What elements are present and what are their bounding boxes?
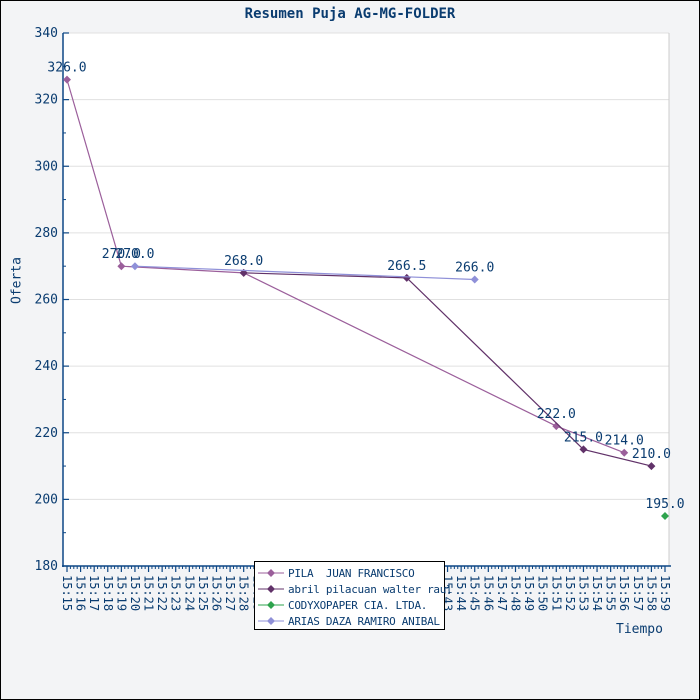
svg-text:15:22: 15:22	[155, 575, 169, 611]
svg-text:180: 180	[35, 559, 58, 574]
svg-text:15:28: 15:28	[237, 575, 251, 611]
svg-text:15:19: 15:19	[114, 575, 128, 611]
svg-text:266.0: 266.0	[455, 261, 494, 276]
svg-text:15:26: 15:26	[210, 575, 224, 611]
svg-text:15:59: 15:59	[658, 575, 672, 611]
series-marker-icon	[258, 601, 284, 609]
series-marker-icon	[258, 617, 284, 625]
svg-text:15:23: 15:23	[169, 575, 183, 611]
y-axis-title: Oferta	[9, 257, 25, 304]
svg-text:15:45: 15:45	[468, 575, 482, 611]
svg-text:15:50: 15:50	[536, 575, 550, 611]
svg-text:280: 280	[35, 226, 58, 241]
svg-text:15:16: 15:16	[74, 575, 88, 611]
svg-text:195.0: 195.0	[645, 497, 684, 512]
svg-text:15:20: 15:20	[128, 575, 142, 611]
svg-text:266.5: 266.5	[387, 259, 426, 274]
svg-text:15:52: 15:52	[563, 575, 577, 611]
svg-text:270.0: 270.0	[115, 247, 154, 262]
legend-item-label: abril pilacuan walter raul	[288, 582, 453, 596]
svg-text:15:55: 15:55	[604, 575, 618, 611]
x-axis-title: Tiempo	[616, 622, 663, 637]
svg-text:320: 320	[35, 93, 58, 108]
svg-text:15:51: 15:51	[549, 575, 563, 611]
series-marker-icon	[258, 585, 284, 593]
svg-text:15:46: 15:46	[481, 575, 495, 611]
svg-text:15:57: 15:57	[631, 575, 645, 611]
svg-text:240: 240	[35, 359, 58, 374]
svg-text:214.0: 214.0	[605, 434, 644, 449]
svg-text:340: 340	[35, 26, 58, 41]
svg-text:15:48: 15:48	[509, 575, 523, 611]
legend-item: ARIAS DAZA RAMIRO ANIBAL	[255, 613, 444, 629]
svg-text:15:17: 15:17	[87, 575, 101, 611]
svg-text:15:15: 15:15	[60, 575, 74, 611]
svg-text:15:27: 15:27	[223, 575, 237, 611]
svg-text:220: 220	[35, 426, 58, 441]
svg-text:326.0: 326.0	[47, 61, 86, 76]
legend-item-label: PILA JUAN FRANCISCO	[288, 566, 415, 580]
svg-text:15:58: 15:58	[644, 575, 658, 611]
svg-text:270.0: 270.0	[102, 247, 141, 262]
svg-text:15:53: 15:53	[576, 575, 590, 611]
svg-text:215.0: 215.0	[564, 430, 603, 445]
svg-text:15:49: 15:49	[522, 575, 536, 611]
legend-item: abril pilacuan walter raul	[255, 581, 453, 597]
series-marker-icon	[258, 569, 284, 577]
svg-text:15:56: 15:56	[617, 575, 631, 611]
legend-item-label: ARIAS DAZA RAMIRO ANIBAL	[288, 614, 440, 628]
svg-text:300: 300	[35, 159, 58, 174]
legend-item: CODYXOPAPER CIA. LTDA.	[255, 597, 444, 613]
chart-legend: PILA JUAN FRANCISCO abril pilacuan walte…	[254, 561, 453, 630]
legend-item: PILA JUAN FRANCISCO	[255, 565, 444, 581]
svg-text:15:21: 15:21	[142, 575, 156, 611]
svg-text:15:47: 15:47	[495, 575, 509, 611]
svg-text:210.0: 210.0	[632, 447, 671, 462]
svg-text:15:18: 15:18	[101, 575, 115, 611]
svg-text:15:25: 15:25	[196, 575, 210, 611]
svg-text:15:24: 15:24	[182, 575, 196, 611]
svg-text:268.0: 268.0	[224, 254, 263, 269]
svg-text:222.0: 222.0	[537, 407, 576, 422]
svg-text:260: 260	[35, 293, 58, 308]
svg-text:15:54: 15:54	[590, 575, 604, 611]
chart-title: Resumen Puja AG-MG-FOLDER	[244, 6, 456, 22]
svg-text:15:44: 15:44	[454, 575, 468, 611]
legend-item-label: CODYXOPAPER CIA. LTDA.	[288, 598, 428, 612]
svg-text:200: 200	[35, 492, 58, 507]
